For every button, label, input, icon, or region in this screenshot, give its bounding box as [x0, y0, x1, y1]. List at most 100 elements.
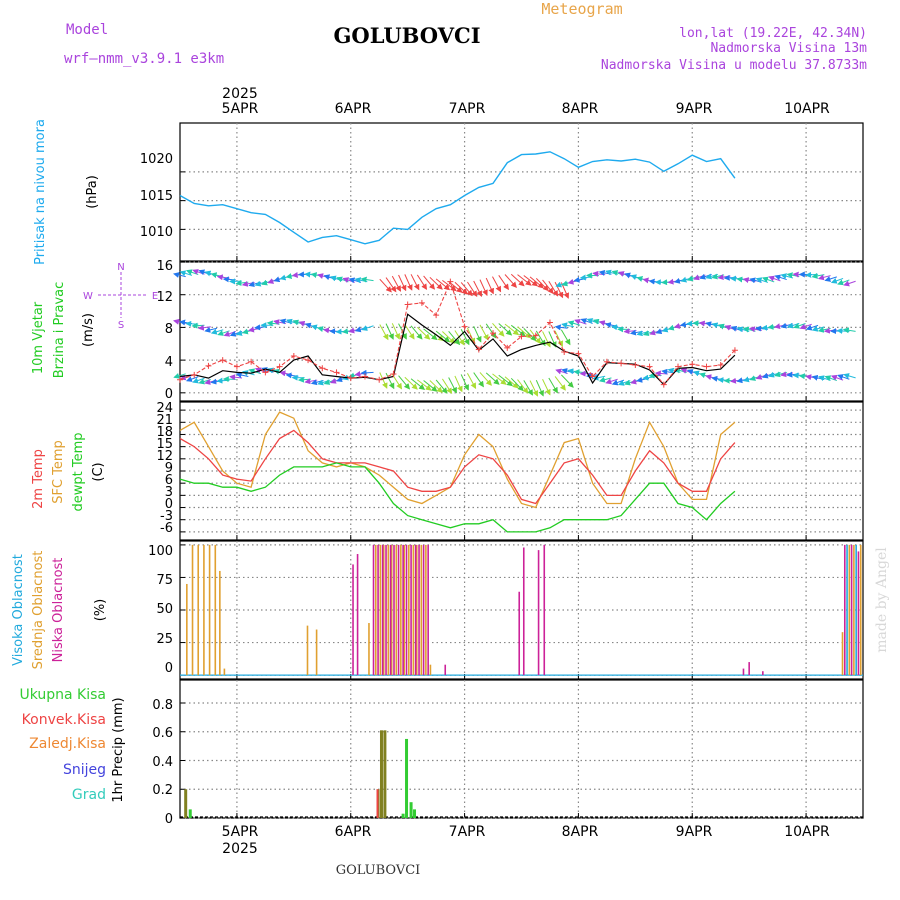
wind-arrow: [385, 323, 394, 340]
footer-station: GOLUBOVCI: [336, 863, 421, 878]
cloud-grid: [180, 541, 863, 679]
gust-marker: [290, 353, 297, 360]
wind-arrow: [485, 277, 494, 295]
pressure-title: Pritisak na nivou mora: [33, 119, 48, 265]
top-day-label: 9APR: [676, 101, 713, 117]
wind-arrow: [435, 278, 451, 291]
wind-arrow: [517, 274, 532, 286]
mid-cloud-title: Srednja Oblacnost: [31, 551, 46, 670]
wind-arrow: [554, 376, 566, 391]
sfc-temp-title: SFC Temp: [51, 440, 66, 504]
pressure-ytick: 1015: [140, 189, 173, 204]
wind-arrow: [423, 275, 436, 290]
wind-arrow: [216, 274, 230, 281]
wind-arrow: [210, 272, 224, 279]
wind-arrow: [297, 376, 311, 383]
bottom-day-label: 6APR: [335, 824, 372, 840]
pressure-grid: [180, 123, 863, 261]
total-precip-legend: Ukupna Kisa: [19, 687, 106, 703]
top-day-label: 7APR: [449, 101, 486, 117]
wind-arrow: [636, 376, 650, 383]
wind-title: 10m Vjetar: [31, 301, 46, 374]
temperature-ytick: 24: [156, 401, 173, 416]
precip-ytick: 0: [165, 812, 173, 827]
wind-arrow: [654, 370, 668, 377]
gust-line: [179, 280, 736, 386]
precip-ytick: 0.8: [152, 698, 173, 713]
wind-arrow: [466, 373, 477, 390]
wind-arrow: [304, 378, 318, 385]
wind-arrow: [204, 326, 218, 333]
gust-marker: [603, 358, 610, 365]
bottom-day-label: 5APR: [222, 824, 259, 840]
gust-marker: [731, 347, 738, 354]
wind-arrow: [448, 330, 461, 346]
wind-arrow: [398, 375, 411, 390]
bottom-year-label: 2025: [222, 841, 258, 857]
wind-compass: N S W E: [83, 262, 158, 331]
wind-arrow: [285, 372, 299, 379]
wind-arrow: [523, 380, 534, 396]
gust-marker: [404, 301, 411, 308]
wind-plot: [173, 269, 856, 397]
wind-arrow: [498, 374, 513, 387]
wind-arrow: [473, 326, 482, 343]
lonlat-text: lon,lat (19.22E, 42.34N): [679, 26, 867, 41]
wind-arrow: [842, 327, 856, 334]
wind-arrow: [492, 276, 502, 293]
precip-panel: 0 0.2 0.4 0.6 0.8 Ukupna Kisa Konvek.Kis…: [19, 679, 864, 827]
wind-arrow: [561, 322, 574, 329]
bottom-day-label: 9APR: [676, 824, 713, 840]
temperature-ytick: 12: [156, 449, 173, 464]
precip-panel-frame: [179, 679, 864, 819]
temperature-ytick: 6: [165, 473, 173, 488]
cloud-plot: [180, 544, 863, 676]
gust-marker: [447, 278, 454, 285]
snow-legend: Snijeg: [63, 762, 106, 778]
compass-n-label: N: [117, 262, 124, 273]
wind-arrow: [216, 377, 230, 384]
wind-arrow: [523, 275, 539, 287]
compass-w-label: W: [83, 291, 93, 302]
wind-arrow: [548, 377, 558, 394]
wind-arrow: [398, 274, 407, 292]
pressure-line: [179, 151, 736, 245]
wind-arrow: [442, 279, 457, 292]
top-day-label: 5APR: [222, 101, 259, 117]
temp2m-title: 2m Temp: [31, 449, 46, 509]
wind-arrow: [504, 274, 517, 288]
gust-marker: [689, 361, 696, 368]
wind-arrow: [529, 276, 544, 289]
wind-arrow: [642, 374, 656, 381]
wind-arrow: [454, 330, 465, 346]
wind-arrow: [560, 329, 571, 346]
wind-arrow: [448, 281, 463, 293]
wind-arrow: [429, 380, 443, 393]
wind-ytick: 16: [156, 259, 173, 274]
wind-arrow: [529, 380, 538, 397]
top-day-label: 10APR: [784, 101, 830, 117]
wind-arrow: [579, 274, 593, 281]
meteogram-label: Meteogram: [541, 0, 622, 18]
top-time-axis: 2025 5APR 6APR 7APR 8APR 9APR 10APR: [222, 86, 830, 117]
compass-s-label: S: [118, 320, 124, 331]
precip-ytick: 0.6: [152, 726, 173, 741]
gust-marker: [319, 365, 326, 372]
wind-arrow: [755, 325, 768, 332]
wind-arrow: [417, 379, 432, 391]
wind-arrow: [485, 323, 497, 339]
wind-arrow: [485, 372, 500, 385]
wind-arrow: [379, 372, 388, 389]
gust-marker: [433, 312, 440, 319]
wind-arrow: [592, 270, 606, 277]
top-day-label: 8APR: [562, 101, 599, 117]
wind-arrow: [605, 378, 618, 385]
wind-arrow: [711, 322, 725, 329]
wind-arrow: [510, 324, 526, 337]
bottom-day-label: 8APR: [562, 824, 599, 840]
wind-arrow: [185, 376, 199, 382]
model-label: Model: [66, 22, 108, 38]
temperature-ytick: 3: [165, 485, 173, 500]
precip-bar: [412, 809, 416, 818]
